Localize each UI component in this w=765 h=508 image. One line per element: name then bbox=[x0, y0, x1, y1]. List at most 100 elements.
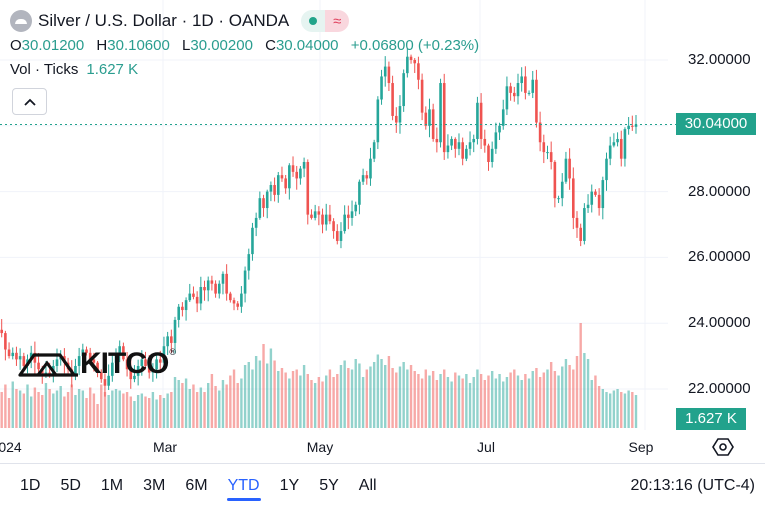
volume-bar bbox=[435, 380, 439, 428]
candle-body bbox=[144, 359, 147, 366]
candle-body bbox=[214, 283, 217, 294]
candle bbox=[251, 222, 254, 261]
candle bbox=[33, 341, 37, 374]
candle bbox=[140, 350, 144, 376]
candle bbox=[114, 348, 118, 373]
candle-body bbox=[568, 158, 571, 179]
candle-body bbox=[192, 293, 195, 297]
range-3m[interactable]: 3M bbox=[143, 477, 166, 494]
candle bbox=[343, 205, 346, 234]
candle-body bbox=[254, 217, 258, 228]
candle bbox=[619, 130, 623, 167]
volume-bar bbox=[343, 360, 346, 428]
volume-bar bbox=[144, 396, 147, 428]
candle bbox=[210, 275, 214, 291]
volume-bar bbox=[420, 378, 424, 428]
status-pill[interactable]: ≈ bbox=[301, 10, 350, 32]
volume-bar bbox=[402, 362, 405, 428]
candle bbox=[243, 266, 247, 303]
volume-bar bbox=[258, 360, 262, 428]
volume-bar bbox=[465, 374, 468, 428]
volume-bar bbox=[572, 369, 575, 428]
candle-body bbox=[339, 231, 343, 241]
volume-bar bbox=[594, 375, 597, 428]
candle bbox=[195, 291, 199, 313]
volume-bar bbox=[277, 371, 280, 428]
range-ytd[interactable]: YTD bbox=[226, 477, 261, 501]
range-all[interactable]: All bbox=[358, 477, 377, 494]
candle-body bbox=[612, 142, 616, 146]
volume-bar bbox=[369, 366, 372, 428]
candle-body bbox=[461, 142, 464, 159]
candle bbox=[173, 316, 177, 354]
candle-body bbox=[457, 142, 461, 149]
volume-bar bbox=[262, 344, 265, 428]
close-label: C bbox=[265, 37, 276, 54]
candle bbox=[313, 204, 317, 221]
candle-body bbox=[428, 109, 431, 126]
range-1m[interactable]: 1M bbox=[100, 477, 124, 494]
candle-body bbox=[173, 319, 177, 343]
candle bbox=[299, 166, 302, 185]
candle bbox=[380, 69, 383, 105]
volume-bar bbox=[310, 380, 313, 428]
volume-bar bbox=[472, 377, 475, 428]
candle-body bbox=[107, 375, 110, 386]
candle bbox=[225, 264, 228, 301]
candle-body bbox=[361, 175, 365, 182]
candle bbox=[155, 355, 158, 379]
volume-bar bbox=[634, 395, 638, 428]
collapse-legend-button[interactable] bbox=[12, 88, 47, 115]
range-1y[interactable]: 1Y bbox=[279, 477, 300, 494]
candle-body bbox=[542, 142, 546, 153]
range-5d[interactable]: 5D bbox=[60, 477, 81, 494]
candle-body bbox=[535, 79, 538, 123]
volume-bar bbox=[299, 375, 302, 428]
volume-bar bbox=[284, 372, 287, 428]
range-1d[interactable]: 1D bbox=[20, 477, 41, 494]
volume-bar bbox=[291, 371, 295, 428]
candle-body bbox=[295, 171, 299, 179]
volume-bar bbox=[63, 396, 66, 428]
candle bbox=[232, 297, 236, 311]
candle bbox=[560, 173, 564, 207]
symbol-title[interactable]: Silver / U.S. Dollar · 1D · OANDA bbox=[38, 11, 290, 30]
candle bbox=[527, 90, 531, 96]
volume-bar bbox=[557, 375, 560, 428]
candle-body bbox=[380, 76, 383, 100]
close-value: 30.04000 bbox=[275, 37, 339, 54]
candle bbox=[276, 171, 280, 203]
candle bbox=[288, 163, 291, 200]
volume-readout[interactable]: Vol · Ticks 1.627 K bbox=[10, 58, 487, 82]
clock[interactable]: 20:13:16 (UTC-4) bbox=[630, 477, 756, 494]
candle-body bbox=[88, 352, 92, 360]
low-label: L bbox=[182, 37, 191, 54]
candle bbox=[332, 218, 335, 239]
volume-bar bbox=[317, 377, 321, 428]
candle bbox=[77, 347, 81, 376]
volume-bar bbox=[409, 365, 413, 428]
candle-body bbox=[129, 369, 133, 380]
candle-body bbox=[601, 180, 605, 209]
hexagon-settings-icon[interactable] bbox=[712, 436, 734, 458]
candle-body bbox=[29, 352, 33, 360]
candle bbox=[229, 291, 232, 303]
range-6m[interactable]: 6M bbox=[185, 477, 208, 494]
candle bbox=[354, 201, 358, 216]
volume-bar bbox=[41, 395, 44, 428]
candle-body bbox=[619, 138, 623, 159]
candle-body bbox=[538, 122, 542, 143]
volume-bar bbox=[218, 390, 221, 428]
candle bbox=[468, 131, 472, 156]
candle bbox=[564, 151, 568, 184]
candle bbox=[258, 191, 262, 220]
range-5y[interactable]: 5Y bbox=[319, 477, 339, 494]
volume-bar bbox=[583, 353, 586, 428]
candle bbox=[15, 346, 18, 366]
volume-bar bbox=[457, 375, 461, 428]
candle-body bbox=[420, 79, 424, 113]
candle bbox=[188, 283, 192, 302]
candle-body bbox=[616, 138, 619, 143]
candle-body bbox=[210, 280, 214, 284]
